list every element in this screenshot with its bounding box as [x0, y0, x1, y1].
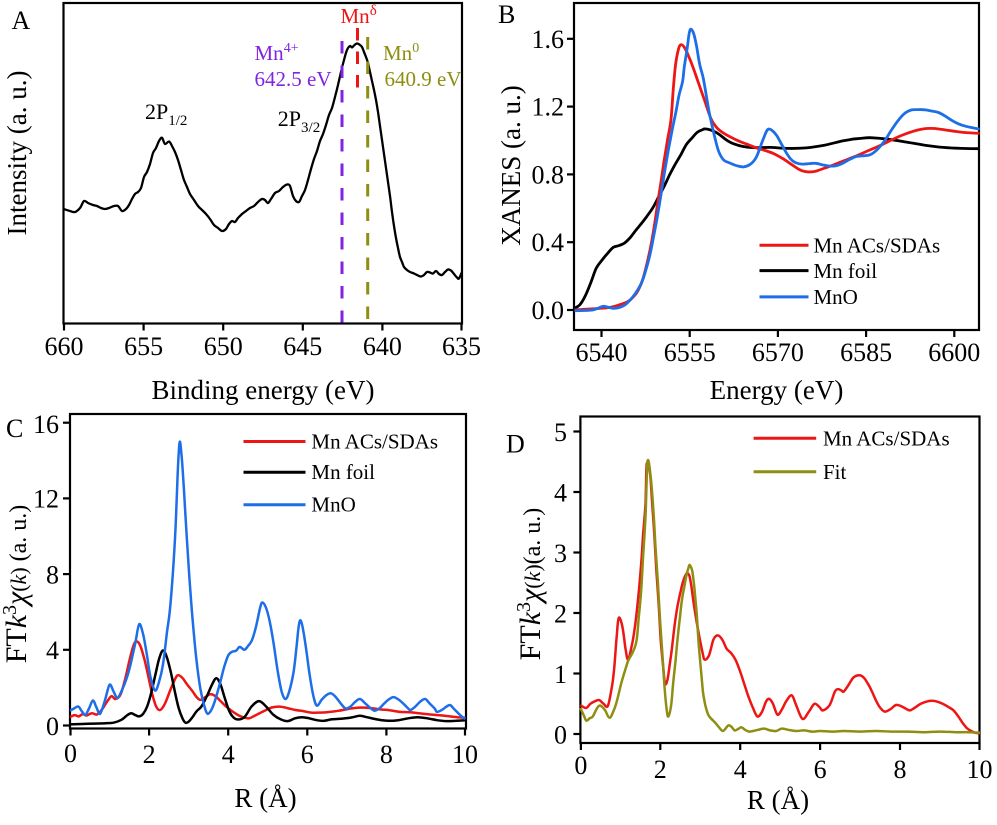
svg-text:640.9 eV: 640.9 eV [385, 67, 462, 91]
svg-text:640: 640 [363, 332, 402, 361]
svg-text:4: 4 [734, 755, 747, 784]
svg-text:10: 10 [452, 740, 478, 769]
svg-text:R (Å): R (Å) [747, 785, 809, 815]
svg-text:Mn ACs/SDAs: Mn ACs/SDAs [823, 427, 950, 451]
svg-text:C: C [6, 414, 23, 443]
svg-text:4: 4 [46, 636, 59, 665]
svg-text:Mn ACs/SDAs: Mn ACs/SDAs [814, 234, 941, 258]
svg-text:FTk3χ(k)(a. u.): FTk3χ(k)(a. u.) [513, 508, 547, 661]
svg-text:2: 2 [654, 755, 667, 784]
svg-text:Mn foil: Mn foil [311, 460, 375, 484]
svg-text:0: 0 [574, 751, 587, 780]
svg-text:8: 8 [380, 740, 393, 769]
svg-text:Fit: Fit [823, 460, 847, 484]
svg-text:1: 1 [554, 660, 567, 689]
svg-text:0: 0 [46, 712, 59, 741]
svg-text:650: 650 [204, 332, 243, 361]
svg-text:R (Å): R (Å) [234, 783, 296, 813]
svg-text:0: 0 [554, 720, 567, 749]
svg-text:6540: 6540 [576, 338, 628, 367]
svg-text:Mn ACs/SDAs: Mn ACs/SDAs [311, 430, 438, 454]
svg-text:Energy (eV): Energy (eV) [710, 375, 844, 405]
svg-text:A: A [12, 6, 31, 35]
svg-text:2: 2 [143, 740, 156, 769]
svg-text:16: 16 [33, 410, 59, 439]
svg-text:Mn foil: Mn foil [814, 259, 878, 283]
svg-text:0.0: 0.0 [532, 296, 565, 325]
svg-text:1.6: 1.6 [532, 25, 565, 54]
svg-text:6570: 6570 [752, 338, 804, 367]
svg-text:6585: 6585 [840, 338, 892, 367]
svg-text:MnO: MnO [814, 285, 858, 309]
svg-text:12: 12 [33, 485, 59, 514]
svg-text:1.2: 1.2 [532, 93, 565, 122]
svg-text:2: 2 [554, 599, 567, 628]
svg-text:D: D [506, 430, 525, 459]
svg-text:5: 5 [554, 418, 567, 447]
svg-text:642.5 eV: 642.5 eV [255, 67, 332, 91]
svg-text:Intensity (a. u.): Intensity (a. u.) [2, 71, 32, 236]
svg-text:655: 655 [124, 332, 163, 361]
svg-text:6: 6 [301, 740, 314, 769]
svg-text:6555: 6555 [664, 338, 716, 367]
svg-text:0.4: 0.4 [532, 228, 565, 257]
svg-text:B: B [498, 0, 515, 29]
svg-text:8: 8 [894, 755, 907, 784]
svg-text:MnO: MnO [311, 493, 355, 517]
svg-text:Binding energy (eV): Binding energy (eV) [152, 375, 375, 405]
svg-text:8: 8 [46, 560, 59, 589]
svg-text:635: 635 [442, 332, 481, 361]
svg-text:6600: 6600 [928, 338, 980, 367]
svg-text:6: 6 [814, 755, 827, 784]
svg-text:645: 645 [283, 332, 322, 361]
svg-text:FTk3χ(k) (a. u.): FTk3χ(k) (a. u.) [0, 505, 33, 664]
svg-text:0.8: 0.8 [532, 160, 565, 189]
svg-text:10: 10 [967, 755, 993, 784]
svg-text:4: 4 [222, 740, 235, 769]
svg-text:0: 0 [64, 739, 77, 768]
svg-text:XANES (a. u.): XANES (a. u.) [496, 85, 526, 245]
svg-text:660: 660 [45, 332, 84, 361]
svg-text:4: 4 [554, 478, 567, 507]
svg-text:3: 3 [554, 539, 567, 568]
